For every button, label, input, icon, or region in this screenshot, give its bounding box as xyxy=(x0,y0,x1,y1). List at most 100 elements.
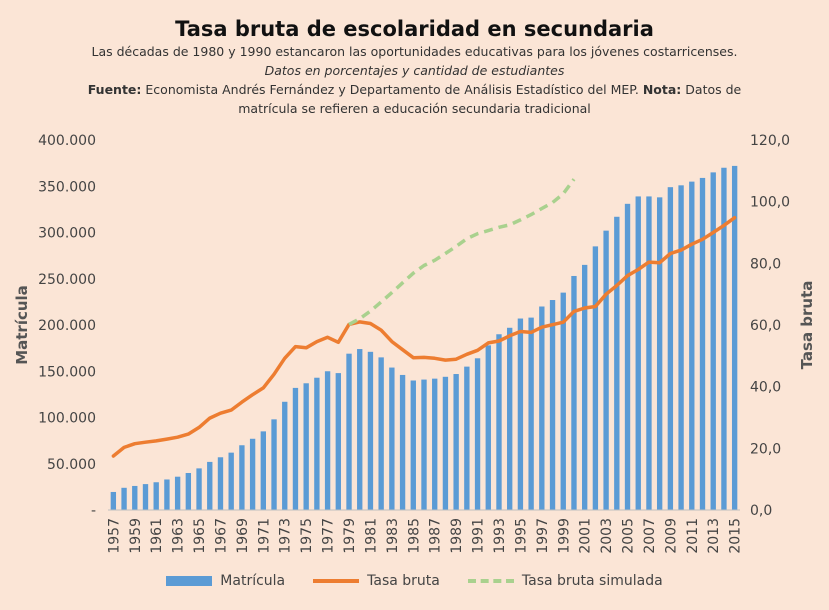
line-tasa-bruta xyxy=(111,215,737,458)
bar-matricula xyxy=(689,181,695,510)
x-tick-label: 2005 xyxy=(621,518,637,554)
bar-matricula xyxy=(142,484,149,510)
bar-matricula xyxy=(453,374,459,510)
bar-matricula xyxy=(496,334,502,510)
legend-swatch-bar xyxy=(166,576,213,586)
y-left-tick-label: 250.000 xyxy=(38,272,96,288)
x-tick-label: 1965 xyxy=(192,518,208,554)
chart-title: Tasa bruta de escolaridad en secundaria xyxy=(175,17,654,41)
bar-matricula xyxy=(667,187,674,511)
y-left-tick-label: 200.000 xyxy=(38,318,96,334)
bar-matricula xyxy=(656,197,663,510)
x-tick-label: 2003 xyxy=(599,518,615,554)
bar-matricula xyxy=(485,345,491,510)
bar-matricula xyxy=(721,167,727,510)
y-left-tick-label: 150.000 xyxy=(38,364,96,380)
bar-matricula xyxy=(271,419,277,510)
y-right-tick-label: 40,0 xyxy=(750,380,781,396)
x-tick-label: 1979 xyxy=(342,518,358,554)
bar-matricula xyxy=(603,230,609,510)
bar-matricula xyxy=(464,366,470,510)
x-tick-label: 1981 xyxy=(363,518,379,554)
source-label: Fuente: xyxy=(87,82,142,97)
y-left-tick-label: 50.000 xyxy=(47,457,96,473)
bar-matricula xyxy=(582,264,588,510)
x-tick-label: 1987 xyxy=(428,518,444,554)
x-tick-label: 1971 xyxy=(256,518,272,554)
legend-label-matricula: Matrícula xyxy=(220,573,286,589)
legend-item-matricula: Matrícula xyxy=(166,573,285,589)
bar-matricula xyxy=(528,317,534,510)
x-tick-label: 1977 xyxy=(321,518,337,554)
bar-matricula xyxy=(614,216,620,510)
x-tick-label: 1963 xyxy=(171,518,187,554)
y-left-tick-label: 400.000 xyxy=(38,133,96,149)
legend-item-tasa-simulada: Tasa bruta simulada xyxy=(467,573,663,589)
bar-matricula xyxy=(239,445,245,510)
bar-matricula xyxy=(646,196,652,511)
x-tick-label: 1993 xyxy=(492,518,508,554)
bar-matricula xyxy=(699,177,706,511)
bar-matricula xyxy=(217,457,224,510)
bar-matricula xyxy=(249,438,256,510)
x-tick-label: 1961 xyxy=(149,518,165,554)
bar-matricula xyxy=(346,353,352,510)
bar-matricula xyxy=(624,203,631,510)
bar-matricula xyxy=(335,373,341,510)
bar-matricula xyxy=(731,165,738,510)
bar-matricula xyxy=(678,185,684,510)
x-tick-label: 1985 xyxy=(406,518,422,554)
bar-matricula xyxy=(549,300,556,510)
legend-swatch-dashed xyxy=(467,579,514,583)
bar-matricula xyxy=(399,374,406,510)
line-tasa-bruta-simulada xyxy=(348,178,576,326)
x-tick-label: 1973 xyxy=(278,518,294,554)
note-text: Datos de xyxy=(685,82,742,97)
note-label: Nota: xyxy=(642,82,682,97)
bar-matricula xyxy=(517,318,524,510)
x-tick-label: 1967 xyxy=(214,518,230,554)
bar-matricula xyxy=(539,306,545,510)
bar-matricula xyxy=(110,491,117,510)
bar-matricula xyxy=(571,275,577,510)
y-left-tick-label: 300.000 xyxy=(38,226,96,242)
bar-matricula xyxy=(303,383,309,510)
x-tick-label: 2015 xyxy=(728,518,744,554)
combo-chart: - 50.000 100.000 150.000 200.000 250.000 300.0… xyxy=(13,133,816,554)
note-line-2: matrícula se refieren a educación secund… xyxy=(238,101,591,116)
bar-matricula xyxy=(389,367,395,510)
bar-matricula xyxy=(474,358,481,510)
x-tick-label: 1983 xyxy=(385,518,401,554)
bar-matricula xyxy=(207,461,213,510)
bar-matricula xyxy=(292,387,299,510)
bar-matricula xyxy=(314,377,320,510)
x-tick-label: 1959 xyxy=(128,518,144,554)
y-left-tick-label: 100.000 xyxy=(38,411,96,427)
bar-matricula xyxy=(357,349,363,510)
bar-matricula xyxy=(153,482,159,510)
y-right-tick-label: 80,0 xyxy=(750,256,781,272)
x-tick-label: 1969 xyxy=(235,518,251,554)
y-right-tick-label: 120,0 xyxy=(750,133,790,149)
x-tick-label: 2009 xyxy=(663,518,679,554)
bar-matricula xyxy=(196,468,202,510)
legend-item-tasa-bruta: Tasa bruta xyxy=(313,573,440,589)
x-tick-label: 1995 xyxy=(513,518,529,554)
bar-matricula xyxy=(164,479,170,510)
bar-matricula xyxy=(185,473,192,510)
legend-swatch-line xyxy=(313,579,360,583)
bar-matricula xyxy=(507,327,513,510)
bar-matricula xyxy=(560,292,566,510)
bar-matricula xyxy=(432,378,438,510)
source-text: Economista Andrés Fernández y Departamen… xyxy=(145,82,639,97)
source-line: Fuente: Economista Andrés Fernández y De… xyxy=(0,80,829,99)
y-left-tick-label: 350.000 xyxy=(38,179,96,195)
bar-matricula xyxy=(710,172,716,510)
chart-legend: Matrícula Tasa bruta Tasa bruta simulada xyxy=(0,573,829,589)
x-tick-label: 2007 xyxy=(642,518,658,554)
bar-matricula xyxy=(324,371,331,510)
bar-matricula xyxy=(132,485,138,510)
y-right-tick-label: 20,0 xyxy=(750,441,781,457)
chart-subtitle: Las décadas de 1980 y 1990 estancaron la… xyxy=(91,44,738,59)
bar-matricula xyxy=(635,196,641,511)
